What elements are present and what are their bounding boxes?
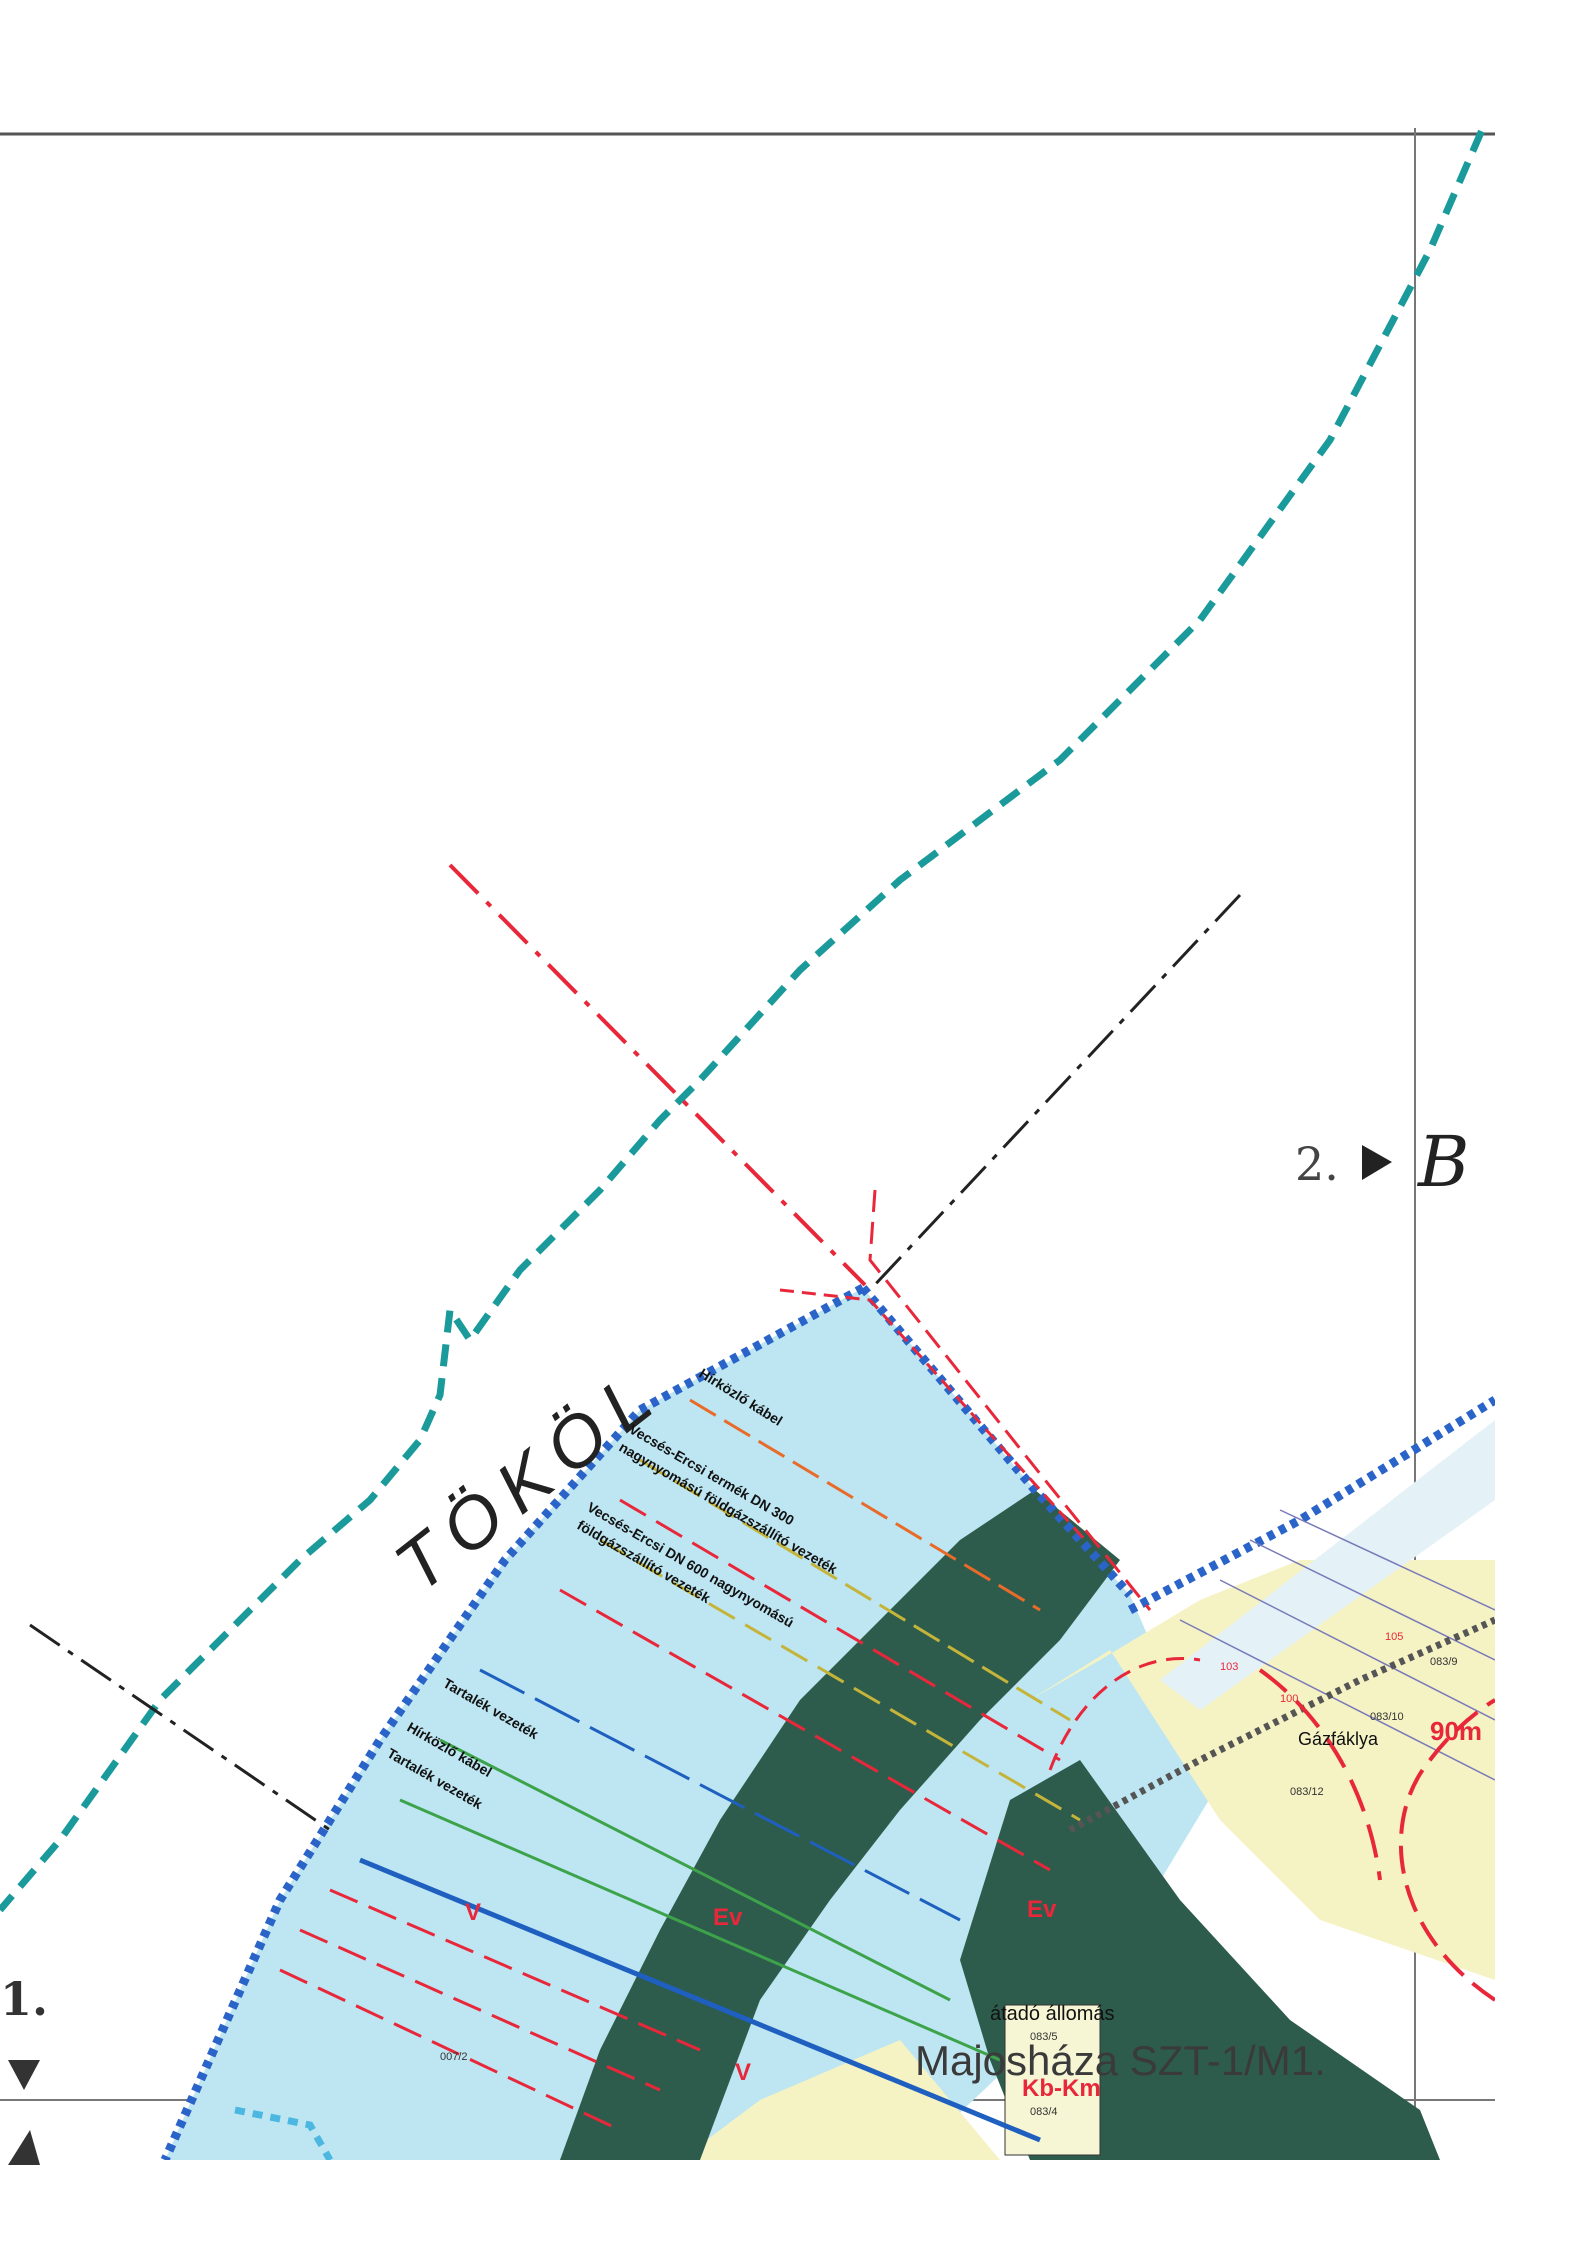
- municipal-border-teal: [0, 130, 1486, 1913]
- protection-line-red-2: [868, 1189, 1152, 1611]
- parcel-number: 083/9: [1430, 1656, 1458, 1668]
- station-label: átadó állomás: [990, 2003, 1115, 2025]
- parcel-number-group: 083/9 083/12 083/10 083/5 083/4 007/2 10…: [440, 1631, 1458, 2118]
- triangle-right-icon: [1362, 1145, 1392, 1180]
- sheet-right-label: 2.: [1295, 1137, 1339, 1191]
- zone-code-kb-km: Kb-Km: [1022, 2075, 1101, 2102]
- triangle-down-icon: [8, 2060, 40, 2090]
- parcel-number: 007/2: [440, 2051, 468, 2063]
- water-zone: [165, 1288, 1215, 2160]
- zone-codes: V V Ev Ev Kb-Km: [465, 1896, 1101, 2102]
- dashdot-line-black-1: [868, 893, 1242, 1292]
- parcel-number: 083/12: [1290, 1786, 1324, 1798]
- parcel-number: 083/5: [1030, 2031, 1058, 2043]
- site-name-label: Majosháza SZT-1/M1.: [915, 2037, 1326, 2084]
- protection-line-red-1: [448, 863, 867, 1287]
- sheet-left-label: 1.: [0, 1972, 48, 2026]
- zone-code-v-2: V: [735, 2059, 751, 2086]
- dashdot-line-black-2: [29, 1623, 331, 1832]
- radius-arc-large: [1398, 1698, 1495, 2002]
- zone-code-ev-2: Ev: [1027, 1896, 1057, 1923]
- radius-arc-small: [1048, 1657, 1201, 1771]
- zone-border-blue-east: [859, 1285, 1134, 1599]
- gas-station-label: Gázfáklya: [1298, 1729, 1379, 1749]
- parcel-number: 105: [1385, 1631, 1403, 1643]
- road-lines: [1179, 1509, 1495, 1781]
- forest-zone-1: [560, 1490, 1120, 2160]
- radius-arc-outer: [1258, 1668, 1382, 1881]
- triangle-up-icon: [8, 2130, 40, 2165]
- sheet-ref-left: 1.: [0, 1972, 48, 2165]
- distance-label: 90m: [1430, 1716, 1482, 1746]
- protection-line-red-3: [779, 1288, 1087, 1542]
- parcel-number: 083/4: [1030, 2106, 1058, 2118]
- right-partial-glyph: B: [1416, 1121, 1469, 1203]
- municipal-border-teal-lower: [234, 2106, 334, 2160]
- utility-lines: [279, 1398, 1081, 2143]
- parcel-number: 100: [1280, 1693, 1298, 1705]
- right-road-zone: [1160, 1420, 1495, 1710]
- railway-dotted: [1068, 1616, 1495, 1834]
- parcel-number: 083/10: [1370, 1711, 1404, 1723]
- parcel-number: 103: [1220, 1661, 1238, 1673]
- zone-code-v-1: V: [465, 1899, 481, 1926]
- zone-border-blue-road: [1127, 1396, 1495, 1614]
- zone-code-ev-1: Ev: [713, 1904, 743, 1931]
- agri-zone-bottom: [680, 2040, 1000, 2160]
- zone-border-blue-west: [160, 1284, 866, 2160]
- sheet-ref-right: 2. B: [1295, 1121, 1469, 1203]
